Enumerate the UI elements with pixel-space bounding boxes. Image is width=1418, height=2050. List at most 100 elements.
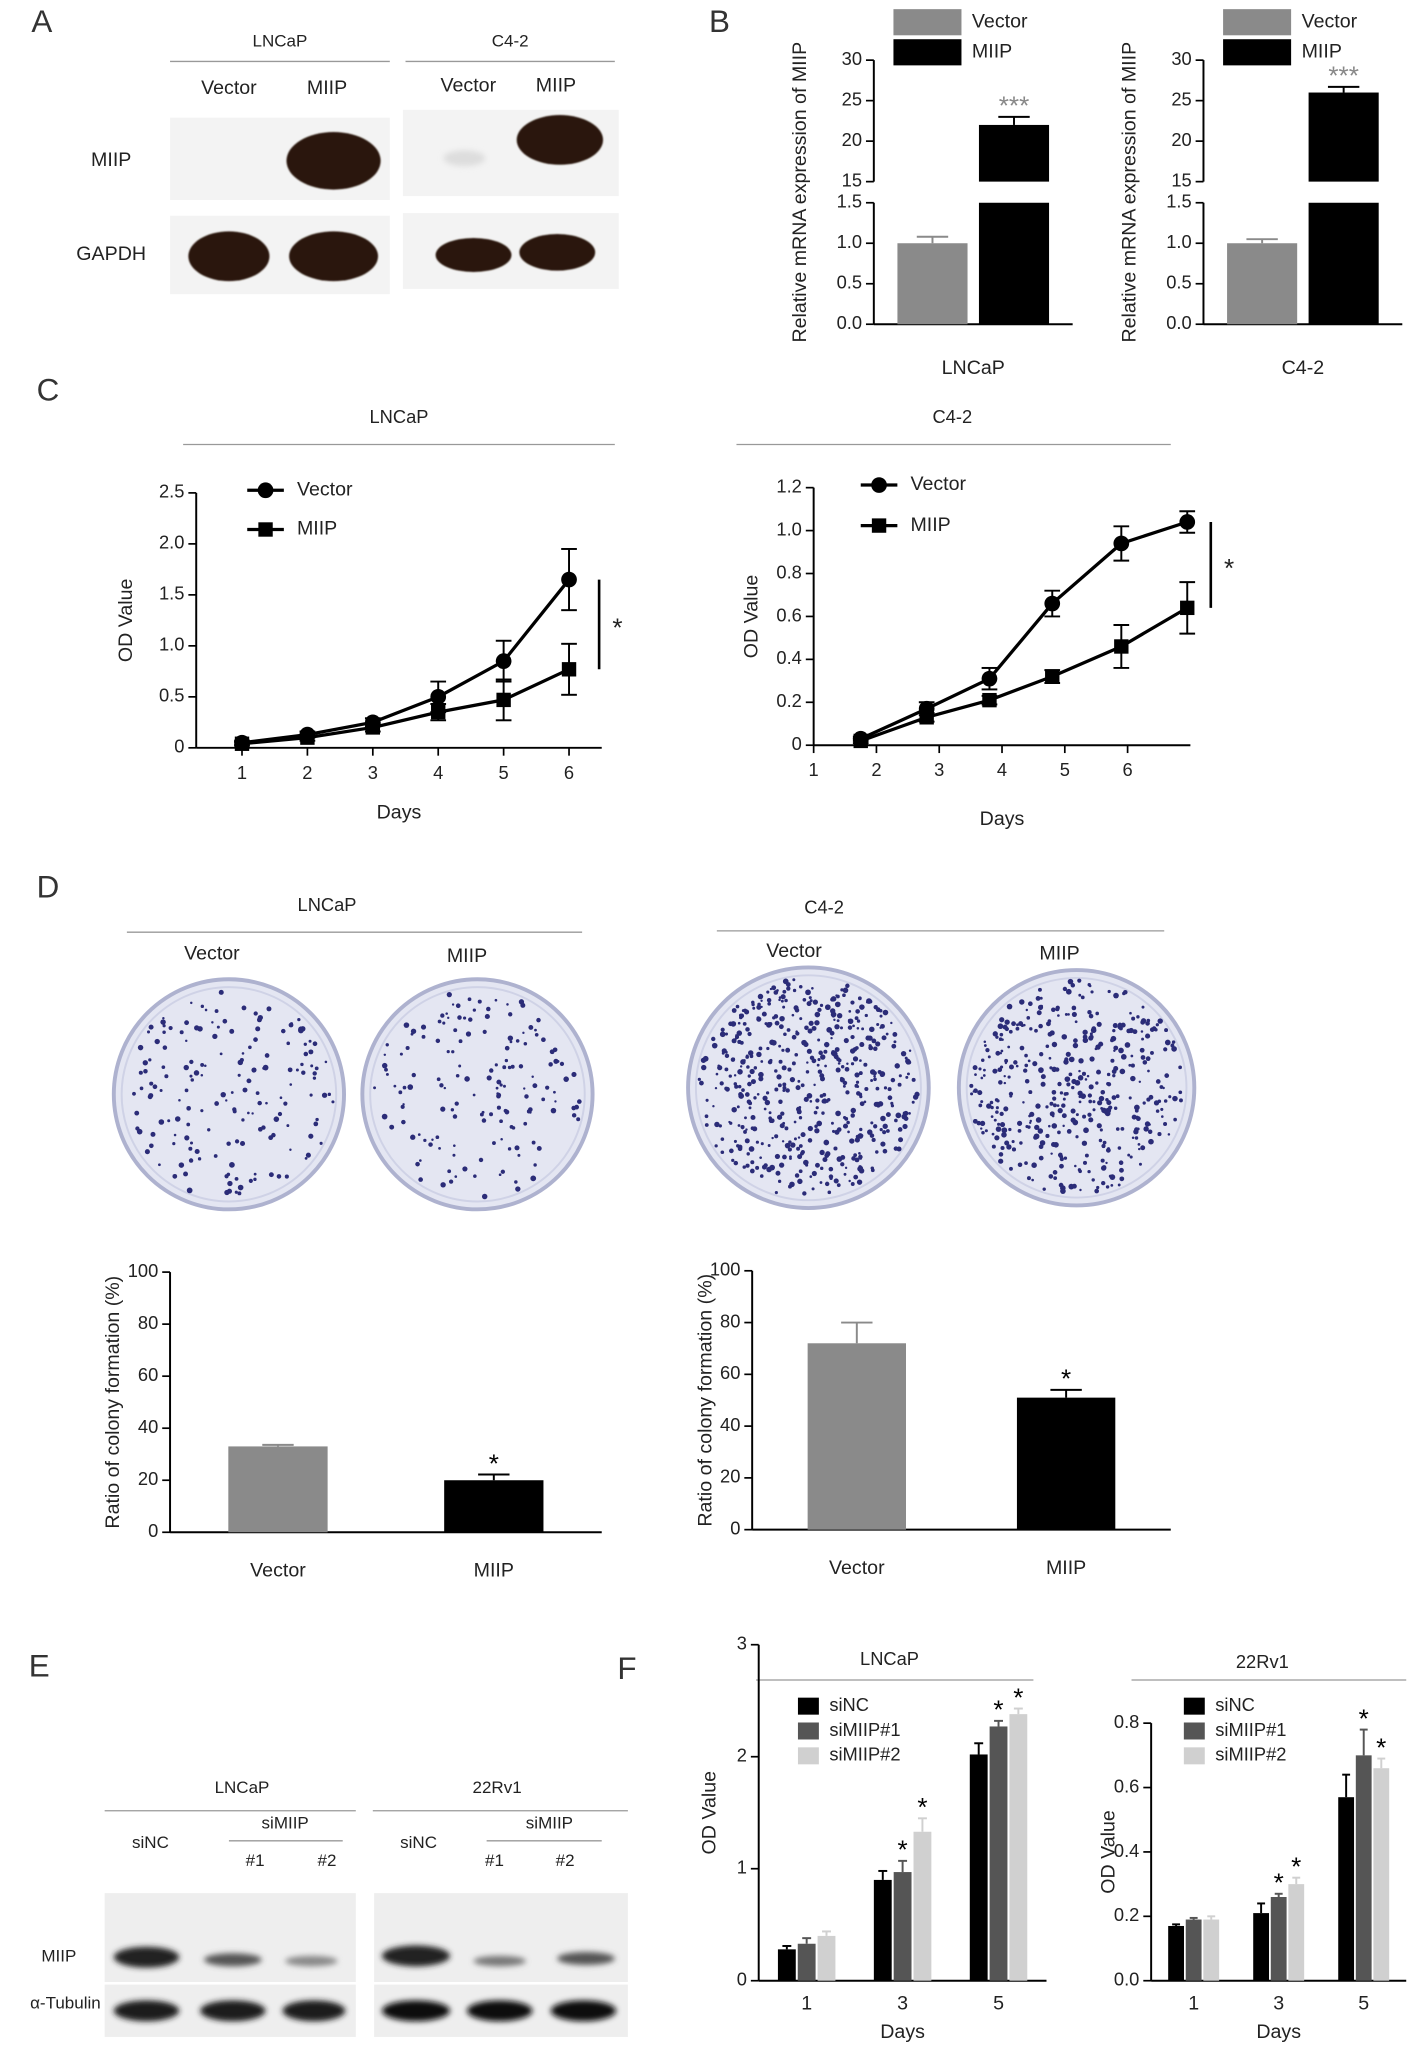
lane-label: MIIP	[536, 74, 576, 96]
colony	[1034, 1124, 1040, 1131]
colony	[1084, 1078, 1088, 1081]
colony	[1102, 1140, 1107, 1145]
colony	[1039, 996, 1043, 1000]
x-tick-label: 5	[993, 1992, 1004, 2014]
colony	[1082, 1037, 1089, 1044]
y-axis-label: Ratio of colony formation (%)	[102, 1276, 124, 1529]
colony	[1074, 1164, 1077, 1168]
colony	[734, 1034, 740, 1040]
colony	[802, 1191, 807, 1196]
colony	[402, 1085, 407, 1090]
colony	[778, 1024, 784, 1030]
colony	[135, 1126, 140, 1131]
colony	[1131, 1016, 1136, 1021]
colony	[1045, 1044, 1050, 1049]
chart-title: C4-2	[804, 896, 844, 917]
annotation: *	[1376, 1732, 1386, 1762]
colony	[853, 1174, 859, 1180]
colony	[995, 1126, 1002, 1132]
colony	[373, 1086, 376, 1090]
colony	[197, 1157, 202, 1161]
colony	[1095, 1011, 1100, 1016]
colony	[1058, 1182, 1064, 1188]
colony	[725, 1032, 729, 1036]
band	[381, 1945, 450, 1967]
colony	[736, 1105, 740, 1109]
colony	[731, 1008, 737, 1013]
colony	[248, 1045, 252, 1050]
colony	[845, 983, 850, 988]
colony	[744, 1092, 750, 1097]
colony	[795, 1085, 801, 1091]
colony	[207, 1128, 211, 1132]
x-tick-label: C4-2	[1282, 357, 1325, 379]
colony	[714, 1121, 720, 1128]
colony	[826, 1026, 833, 1033]
colony	[705, 1098, 709, 1102]
colony	[856, 1027, 860, 1030]
colony	[843, 1037, 849, 1044]
colony	[739, 1013, 745, 1019]
colony	[859, 1042, 865, 1048]
colony	[847, 1130, 850, 1134]
bar	[228, 1446, 328, 1533]
colony	[465, 1031, 472, 1037]
colony	[733, 1160, 739, 1166]
colony	[840, 988, 844, 992]
legend-label: MIIP	[972, 40, 1012, 62]
colony	[823, 1139, 830, 1146]
colony	[789, 1157, 792, 1160]
legend-swatch	[797, 1722, 819, 1740]
colony	[758, 1071, 764, 1078]
colony	[1040, 1074, 1046, 1080]
colony	[753, 1066, 758, 1070]
colony	[856, 1179, 863, 1185]
colony	[253, 1011, 258, 1016]
colony	[1129, 1011, 1132, 1015]
colony	[991, 1132, 995, 1136]
colony	[189, 1059, 194, 1065]
lane-label: #1	[485, 1851, 504, 1870]
y-tick-label: 1.0	[776, 518, 801, 539]
colony	[453, 1028, 458, 1033]
colony	[1107, 989, 1111, 994]
panel-label: E	[29, 1649, 50, 1684]
colony	[700, 1057, 707, 1063]
cell-line: LNCaP	[253, 31, 308, 50]
colony	[882, 1148, 888, 1154]
colony	[1007, 1075, 1011, 1079]
colony	[768, 1111, 772, 1115]
chart-title: 22Rv1	[1236, 1651, 1289, 1672]
row-label: MIIP	[91, 149, 131, 171]
colony	[873, 1046, 878, 1051]
colony	[836, 1127, 842, 1132]
annotation: ***	[999, 91, 1030, 121]
colony	[824, 1181, 830, 1187]
colony	[720, 1150, 725, 1155]
colony	[1163, 1122, 1168, 1127]
colony	[1089, 1034, 1094, 1040]
colony	[777, 1083, 782, 1088]
colony	[834, 1047, 840, 1052]
colony	[1057, 1130, 1061, 1135]
colony	[792, 978, 796, 982]
colony	[417, 1133, 421, 1136]
colony	[853, 1153, 858, 1158]
colony	[995, 1050, 1001, 1056]
colony	[1148, 1094, 1154, 1100]
colony	[393, 1084, 397, 1088]
colony	[1131, 1136, 1135, 1140]
colony	[809, 999, 813, 1003]
colony	[308, 1133, 314, 1139]
colony	[830, 1036, 833, 1040]
bar	[1355, 1755, 1372, 1981]
colony	[284, 1174, 289, 1179]
colony	[1087, 1112, 1092, 1117]
band	[381, 2000, 450, 2022]
colony	[438, 1146, 441, 1150]
colony	[827, 1190, 832, 1195]
colony	[509, 1040, 513, 1044]
colony	[1022, 1101, 1025, 1104]
colony	[186, 1122, 191, 1127]
colony	[970, 1092, 974, 1096]
